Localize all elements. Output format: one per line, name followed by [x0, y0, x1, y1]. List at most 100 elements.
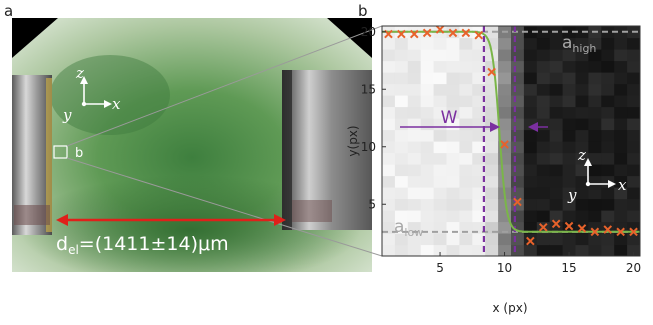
pixel-cell	[575, 60, 589, 73]
pixel-cell	[549, 198, 564, 211]
pixel-cell	[588, 37, 602, 50]
pixel-cell	[394, 164, 409, 177]
data-point	[422, 28, 432, 38]
pixel-cell	[485, 129, 499, 142]
pixel-cell	[472, 141, 486, 154]
pixel-cell	[588, 233, 602, 246]
data-point	[564, 221, 574, 231]
pixel-cell	[575, 152, 589, 165]
pixel-cell	[472, 37, 486, 50]
pixel-cell	[407, 37, 422, 50]
pixel-cell	[627, 152, 640, 165]
pixel-cell	[562, 83, 577, 96]
pixel-cell	[523, 129, 538, 142]
pixel-cell	[498, 37, 512, 50]
pixel-cell	[562, 233, 577, 246]
zoom-line-top	[66, 25, 383, 147]
pixel-cell	[446, 175, 460, 188]
zoom-line-bottom	[66, 157, 383, 257]
pixel-cell	[407, 49, 422, 62]
pixel-cell	[562, 72, 577, 85]
pixel-cell	[459, 106, 473, 119]
pixel-cell	[382, 83, 396, 96]
pixel-cell	[446, 95, 460, 108]
pixel-cell	[575, 95, 589, 108]
pixel-cell	[485, 141, 499, 154]
pixel-cell	[549, 244, 564, 256]
pixel-cell	[394, 106, 409, 119]
plot-frame	[381, 25, 641, 257]
pixel-cell	[446, 37, 460, 50]
pixel-cell	[511, 49, 525, 62]
pixel-cell	[407, 210, 422, 223]
pixel-cell	[485, 233, 499, 246]
pixel-cell	[394, 233, 409, 246]
pixel-cell	[523, 152, 538, 165]
pixel-cell	[536, 175, 551, 188]
data-point	[448, 28, 458, 38]
pixel-cell	[627, 221, 640, 234]
pixel-cell	[588, 83, 602, 96]
pixel-cell	[549, 221, 564, 234]
pixel-cell	[420, 175, 435, 188]
data-point	[435, 26, 445, 34]
pixel-cell	[446, 106, 460, 119]
pixel-cell	[523, 233, 538, 246]
pixel-cell	[485, 95, 499, 108]
data-point	[474, 30, 484, 40]
pixel-cell	[420, 95, 435, 108]
pixel-cell	[433, 233, 448, 246]
pixel-cell	[536, 164, 551, 177]
pixel-cell	[614, 221, 628, 234]
pixel-cell	[433, 210, 448, 223]
pixel-cell	[433, 129, 448, 142]
pixel-cell	[433, 164, 448, 177]
pixel-cell	[394, 244, 409, 256]
pixel-cell	[627, 72, 640, 85]
pixel-cell	[523, 141, 538, 154]
pixel-cell	[382, 164, 396, 177]
y-tick-label: 15	[361, 82, 376, 96]
pixel-cell	[498, 175, 512, 188]
pixel-cell	[601, 210, 615, 223]
pixel-cell	[627, 164, 640, 177]
pixel-cell	[549, 129, 564, 142]
pixel-cell	[549, 49, 564, 62]
pixel-cell	[485, 244, 499, 256]
data-points	[384, 26, 638, 246]
pixel-cell	[536, 198, 551, 211]
pixel-cell	[614, 83, 628, 96]
pixel-cell	[407, 72, 422, 85]
pixel-cell	[382, 95, 396, 108]
pixel-cell	[562, 26, 577, 39]
panel-b-label: b	[358, 2, 368, 20]
pixel-cell	[511, 129, 525, 142]
pixel-cell	[485, 72, 499, 85]
pixel-cell	[575, 83, 589, 96]
pixel-cell	[485, 152, 499, 165]
pixel-cell	[588, 175, 602, 188]
pixel-cell	[472, 95, 486, 108]
pixel-cell	[485, 26, 499, 39]
pixel-cell	[549, 83, 564, 96]
pixel-cell	[420, 233, 435, 246]
pixel-cell	[433, 37, 448, 50]
pixel-cell	[511, 118, 525, 131]
pixel-cell	[588, 198, 602, 211]
pixel-cell	[407, 141, 422, 154]
pixel-cell	[446, 164, 460, 177]
pixel-cell	[394, 141, 409, 154]
distance-arrow	[56, 214, 286, 226]
pixel-cell	[575, 187, 589, 200]
pixel-cell	[407, 129, 422, 142]
pixel-cell	[433, 175, 448, 188]
pixel-cell	[511, 72, 525, 85]
panel-a-label: a	[4, 2, 13, 20]
pixel-cell	[575, 244, 589, 256]
pixel-cell	[382, 129, 396, 142]
pixel-cell	[433, 198, 448, 211]
pixel-cell	[472, 129, 486, 142]
pixel-cell	[498, 129, 512, 142]
pixel-cell	[562, 198, 577, 211]
pixel-cell	[472, 83, 486, 96]
